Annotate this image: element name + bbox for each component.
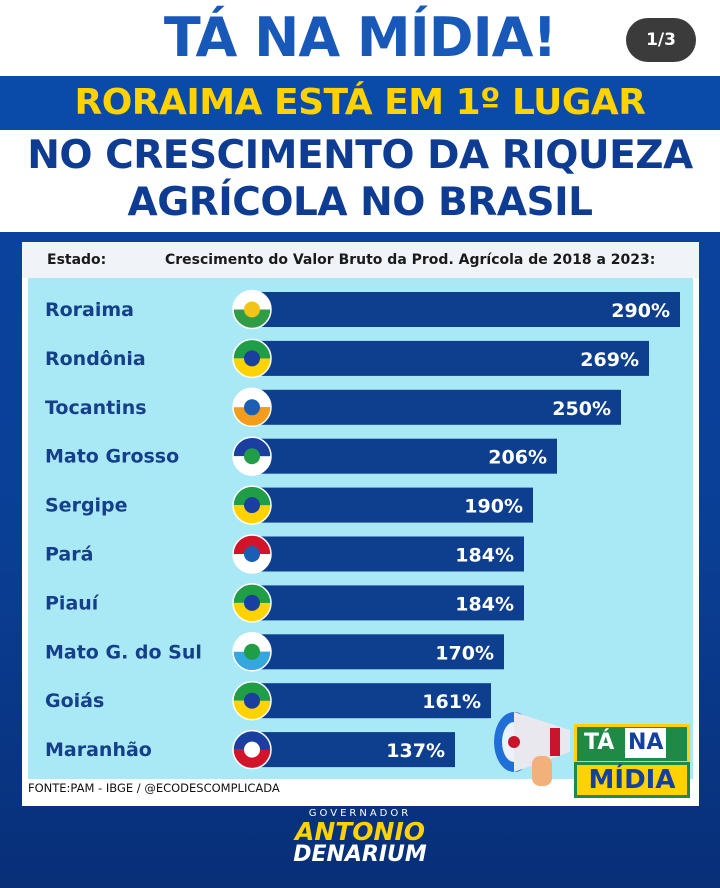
bar-0 bbox=[254, 292, 680, 327]
value-label-4: 190% bbox=[464, 496, 523, 518]
bar-4 bbox=[254, 487, 533, 523]
bar-1 bbox=[254, 340, 649, 376]
category-label-8: Goiás bbox=[45, 690, 104, 712]
chart-card: Estado: Crescimento do Valor Bruto da Pr… bbox=[22, 242, 699, 806]
mato-grosso-do-sul-flag-icon bbox=[232, 632, 272, 672]
category-label-1: Rondônia bbox=[45, 348, 146, 370]
bar-8 bbox=[254, 683, 491, 719]
goias-flag-icon bbox=[232, 680, 272, 721]
bar-2 bbox=[254, 389, 621, 425]
maranhao-flag-icon bbox=[232, 729, 272, 770]
value-label-3: 206% bbox=[488, 447, 547, 469]
value-label-7: 170% bbox=[435, 642, 494, 664]
governor-first-name: ANTONIO bbox=[294, 817, 426, 846]
subtitle-band bbox=[0, 76, 720, 130]
value-label-1: 269% bbox=[580, 349, 639, 371]
page-counter-badge[interactable]: 1/3 bbox=[626, 18, 696, 62]
growth-column-header: Crescimento do Valor Bruto da Prod. Agrí… bbox=[165, 252, 656, 268]
seal-ta-text: TÁ bbox=[584, 730, 615, 755]
bar-chart: Roraima 290% Rondônia 269% Tocantins 250% Mato… bbox=[45, 289, 680, 770]
piaui-flag-icon bbox=[232, 583, 272, 623]
value-label-9: 137% bbox=[386, 740, 445, 762]
subtitle-line-1: RORAIMA ESTÁ EM 1º LUGAR bbox=[74, 82, 646, 123]
bar-7 bbox=[254, 634, 504, 670]
category-label-9: Maranhão bbox=[45, 739, 152, 761]
bar-3 bbox=[254, 438, 557, 474]
subtitle-line-2: NO CRESCIMENTO DA RIQUEZA bbox=[27, 133, 693, 178]
bar-6 bbox=[254, 585, 524, 621]
rondonia-flag-icon bbox=[232, 338, 272, 379]
sergipe-flag-icon bbox=[232, 485, 272, 525]
seal-midia-text: MÍDIA bbox=[588, 765, 676, 795]
value-label-6: 184% bbox=[455, 593, 514, 615]
seal-bottom-box bbox=[574, 762, 690, 798]
value-label-5: 184% bbox=[455, 545, 514, 567]
category-label-3: Mato Grosso bbox=[45, 446, 179, 468]
state-column-header: Estado: bbox=[47, 252, 107, 268]
source-note: FONTE:PAM - IBGE / @ECODESCOMPLICADA bbox=[28, 781, 280, 795]
chart-plot-area: Roraima 290% Rondônia 269% Tocantins 250% Mato… bbox=[28, 278, 693, 779]
bar-5 bbox=[254, 536, 524, 572]
table-header-row: Estado: Crescimento do Valor Bruto da Pr… bbox=[22, 242, 699, 278]
category-label-0: Roraima bbox=[45, 299, 134, 321]
category-label-7: Mato G. do Sul bbox=[45, 641, 202, 663]
category-label-5: Pará bbox=[45, 544, 93, 566]
headline: TÁ NA MÍDIA! bbox=[163, 6, 557, 69]
subtitle-line-3: AGRÍCOLA NO BRASIL bbox=[127, 180, 593, 225]
value-label-8: 161% bbox=[422, 691, 481, 713]
value-label-2: 250% bbox=[552, 398, 611, 420]
bar-9 bbox=[254, 732, 455, 768]
mato-grosso-flag-icon bbox=[232, 436, 272, 476]
governor-last-name: DENARIUM bbox=[293, 842, 427, 867]
tocantins-flag-icon bbox=[232, 387, 272, 428]
seal-na-text: NA bbox=[625, 728, 667, 758]
megaphone-icon-area bbox=[490, 690, 695, 800]
megaphone-icon bbox=[494, 712, 570, 786]
category-label-6: Piauí bbox=[45, 592, 100, 614]
category-label-2: Tocantins bbox=[45, 397, 147, 419]
value-label-0: 290% bbox=[611, 300, 670, 322]
category-label-4: Sergipe bbox=[45, 495, 128, 517]
governor-label: GOVERNADOR bbox=[308, 808, 412, 819]
para-flag-icon bbox=[232, 534, 272, 574]
roraima-flag-icon bbox=[232, 289, 272, 330]
